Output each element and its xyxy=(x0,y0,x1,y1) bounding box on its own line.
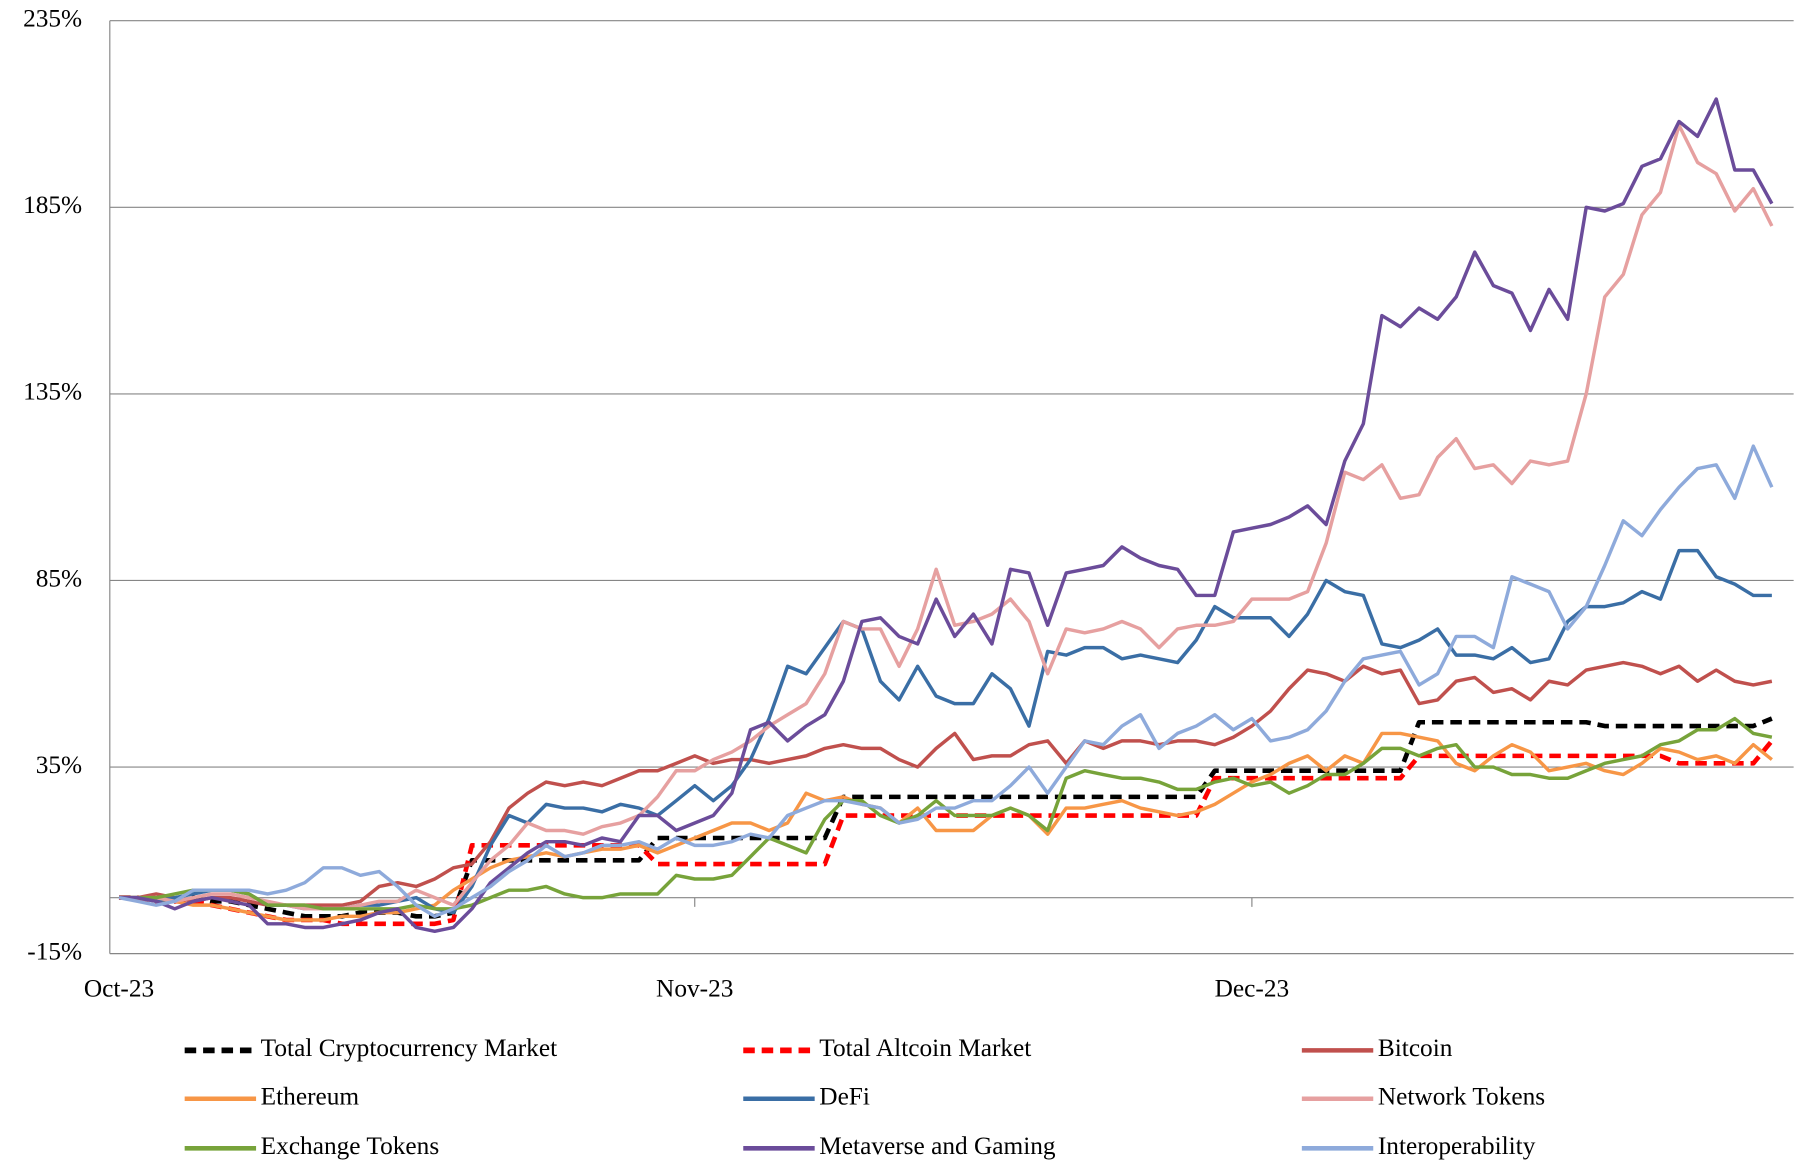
legend-label: Ethereum xyxy=(261,1083,360,1111)
y-tick-label: 85% xyxy=(36,564,82,592)
y-tick-label: 35% xyxy=(36,751,82,779)
x-tick-label: Oct-23 xyxy=(84,974,154,1002)
y-tick-label: 185% xyxy=(23,191,82,219)
legend-label: Bitcoin xyxy=(1378,1034,1453,1062)
series-line xyxy=(119,123,1774,911)
series-line xyxy=(118,444,1774,919)
x-tick-label: Dec-23 xyxy=(1215,974,1290,1002)
series-line xyxy=(119,97,1774,934)
legend-label: Network Tokens xyxy=(1378,1083,1545,1111)
y-tick-label: 135% xyxy=(23,378,82,406)
legend-label: Interoperability xyxy=(1378,1132,1536,1160)
y-tick-label: -15% xyxy=(27,937,82,965)
y-tick-label: 235% xyxy=(23,5,82,33)
legend-label: Total Cryptocurrency Market xyxy=(261,1034,557,1062)
series-line xyxy=(119,731,1773,922)
legend-label: Total Altcoin Market xyxy=(819,1034,1031,1062)
legend-label: Metaverse and Gaming xyxy=(819,1132,1056,1160)
series-line xyxy=(119,548,1772,915)
legend-label: DeFi xyxy=(819,1083,870,1111)
legend-label: Exchange Tokens xyxy=(261,1132,440,1160)
x-tick-label: Nov-23 xyxy=(656,974,733,1002)
